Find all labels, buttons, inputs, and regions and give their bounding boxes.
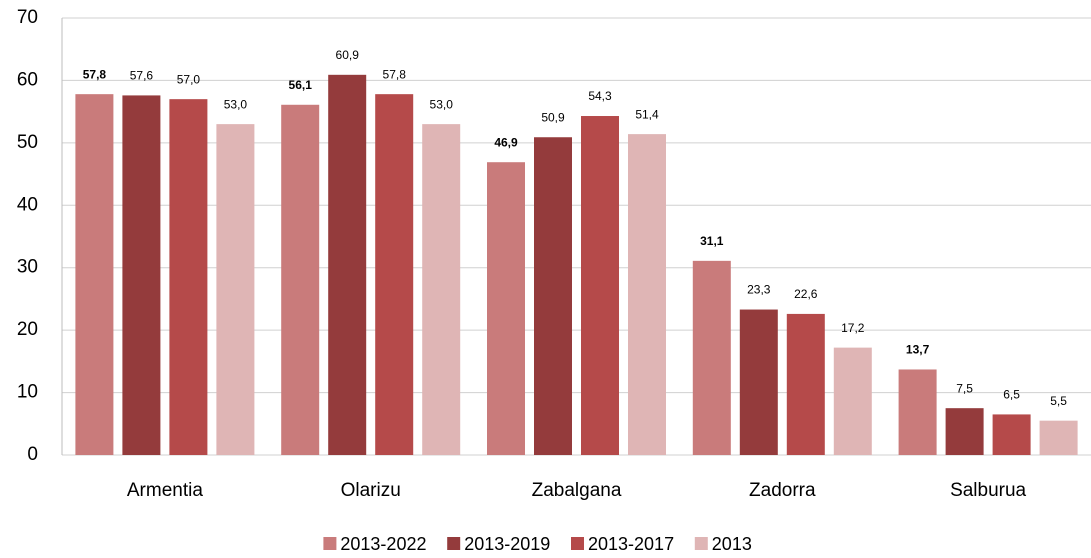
value-label: 54,3 bbox=[588, 89, 612, 103]
legend-swatch bbox=[447, 537, 461, 550]
bar bbox=[786, 313, 825, 455]
bar bbox=[169, 99, 208, 456]
value-label: 13,7 bbox=[906, 343, 930, 357]
bar bbox=[898, 369, 937, 455]
x-tick-label: Zabalgana bbox=[532, 480, 622, 501]
value-label: 51,4 bbox=[635, 107, 659, 121]
x-tick-label: Salburua bbox=[950, 480, 1026, 501]
legend-swatch bbox=[571, 537, 584, 550]
value-label: 57,8 bbox=[83, 67, 107, 81]
legend: 2013-2022 2013-2019 2013-2017 2013 bbox=[323, 534, 752, 554]
bar bbox=[281, 104, 320, 456]
bar bbox=[992, 414, 1031, 455]
value-label: 60,9 bbox=[336, 48, 360, 62]
bar bbox=[833, 347, 872, 455]
bar bbox=[328, 74, 367, 455]
bar bbox=[216, 124, 255, 455]
y-tick-label: 70 bbox=[17, 7, 38, 28]
value-label: 50,9 bbox=[541, 110, 565, 124]
y-tick-label: 20 bbox=[17, 319, 38, 340]
bar bbox=[534, 137, 572, 455]
legend-label: 2013-2017 bbox=[588, 534, 674, 554]
bar bbox=[122, 95, 161, 455]
legend-label: 2013-2019 bbox=[464, 534, 550, 554]
value-label: 57,8 bbox=[383, 67, 407, 81]
value-label: 22,6 bbox=[794, 287, 818, 301]
y-tick-label: 0 bbox=[27, 444, 38, 465]
x-tick-label: Zadorra bbox=[749, 480, 816, 501]
value-label: 5,5 bbox=[1050, 394, 1067, 408]
value-label: 46,9 bbox=[494, 135, 518, 149]
y-tick-label: 60 bbox=[17, 69, 38, 90]
bar bbox=[75, 94, 114, 456]
value-label: 23,3 bbox=[747, 283, 771, 297]
value-label: 56,1 bbox=[289, 78, 313, 92]
legend-label: 2013-2022 bbox=[340, 534, 426, 554]
legend-swatch bbox=[694, 537, 708, 550]
y-tick-label: 30 bbox=[17, 257, 38, 278]
bar bbox=[739, 309, 778, 455]
x-tick-label: Armentia bbox=[127, 480, 203, 501]
value-label: 53,0 bbox=[430, 97, 454, 111]
bar bbox=[422, 124, 461, 455]
value-label: 31,1 bbox=[700, 234, 724, 248]
y-tick-label: 50 bbox=[17, 132, 38, 153]
legend-swatch bbox=[323, 537, 337, 550]
y-tick-label: 10 bbox=[17, 382, 38, 403]
bar bbox=[1039, 420, 1078, 455]
value-label: 57,0 bbox=[177, 72, 201, 86]
x-tick-label: Olarizu bbox=[341, 480, 401, 501]
value-label: 57,6 bbox=[130, 69, 154, 83]
bar bbox=[375, 94, 414, 456]
legend-label: 2013 bbox=[712, 534, 752, 554]
value-label: 53,0 bbox=[224, 97, 248, 111]
bar bbox=[692, 260, 731, 455]
bar bbox=[581, 116, 619, 456]
bar bbox=[628, 134, 666, 456]
value-label: 17,2 bbox=[841, 321, 865, 335]
bar bbox=[945, 408, 984, 455]
value-label: 6,5 bbox=[1003, 388, 1020, 402]
bar bbox=[487, 162, 525, 455]
y-tick-label: 40 bbox=[17, 194, 38, 215]
value-label: 7,5 bbox=[956, 381, 973, 395]
